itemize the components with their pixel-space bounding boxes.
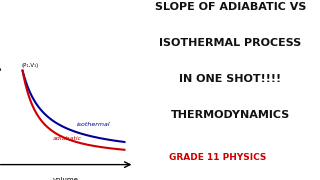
Text: adiabatic: adiabatic	[52, 136, 81, 141]
Text: GRADE 11 PHYSICS: GRADE 11 PHYSICS	[169, 153, 266, 162]
Text: (P₁,V₁): (P₁,V₁)	[22, 63, 39, 68]
Text: volume: volume	[53, 177, 79, 180]
Text: THERMODYNAMICS: THERMODYNAMICS	[171, 110, 290, 120]
Text: isothermal: isothermal	[77, 122, 111, 127]
Text: IN ONE SHOT!!!!: IN ONE SHOT!!!!	[179, 74, 282, 84]
Text: SLOPE OF ADIABATIC VS: SLOPE OF ADIABATIC VS	[155, 2, 306, 12]
Text: ISOTHERMAL PROCESS: ISOTHERMAL PROCESS	[159, 38, 301, 48]
